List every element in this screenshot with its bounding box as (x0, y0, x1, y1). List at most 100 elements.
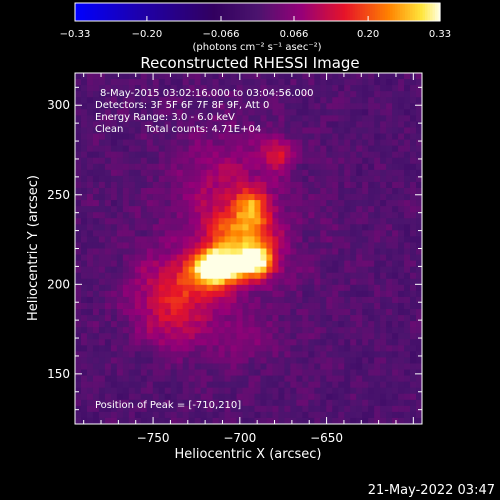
heatmap-cell (194, 200, 202, 207)
heatmap-cell (128, 139, 136, 147)
heatmap-cell (278, 97, 285, 104)
heatmap-cell (80, 85, 88, 92)
heatmap-cell (188, 405, 196, 413)
heatmap-cell (128, 157, 136, 165)
heatmap-cell (296, 309, 303, 316)
heatmap-cell (75, 327, 82, 334)
heatmap-cell (266, 145, 273, 153)
heatmap-cell (380, 133, 387, 141)
heatmap-cell (212, 187, 220, 195)
heatmap-cell (368, 157, 375, 165)
heatmap-cell (200, 103, 208, 110)
heatmap-cell (134, 127, 142, 135)
heatmap-cell (380, 369, 387, 377)
heatmap-cell (158, 375, 166, 383)
heatmap-cell (254, 387, 261, 395)
heatmap-cell (344, 115, 351, 122)
heatmap-cell (128, 284, 136, 292)
heatmap-cell (224, 375, 232, 383)
heatmap-cell (272, 224, 279, 231)
heatmap-cell (314, 387, 321, 395)
heatmap-cell (224, 381, 232, 389)
heatmap-cell (122, 339, 130, 346)
heatmap-cell (272, 278, 279, 286)
heatmap-cell (314, 363, 321, 371)
heatmap-cell (404, 357, 411, 364)
heatmap-cell (344, 175, 351, 183)
heatmap-cell (362, 375, 369, 383)
heatmap-cell (386, 194, 393, 201)
heatmap-cell (350, 327, 357, 334)
heatmap-cell (368, 351, 375, 358)
heatmap-cell (368, 405, 375, 413)
heatmap-cell (344, 290, 351, 298)
heatmap-cell (140, 333, 148, 340)
heatmap-cell (206, 169, 214, 177)
heatmap-cell (104, 236, 112, 243)
heatmap-cell (272, 79, 279, 86)
heatmap-cell (146, 417, 154, 425)
colorbar-cell (285, 3, 289, 21)
heatmap-cell (182, 375, 190, 383)
heatmap-cell (128, 181, 136, 189)
heatmap-cell (164, 187, 172, 195)
heatmap-cell (152, 157, 160, 165)
heatmap-cell (176, 321, 184, 328)
heatmap-cell (230, 187, 238, 195)
heatmap-cell (158, 405, 166, 413)
heatmap-cell (290, 399, 297, 407)
heatmap-cell (116, 375, 124, 383)
heatmap-cell (86, 321, 94, 328)
heatmap-cell (404, 333, 411, 340)
heatmap-cell (308, 321, 315, 328)
heatmap-cell (134, 333, 142, 340)
heatmap-cell (344, 417, 351, 425)
heatmap-cell (338, 151, 345, 159)
heatmap-cell (260, 139, 267, 147)
heatmap-cell (272, 369, 279, 377)
heatmap-cell (116, 181, 124, 189)
heatmap-cell (212, 309, 220, 316)
heatmap-cell (278, 278, 285, 286)
heatmap-cell (146, 91, 154, 98)
heatmap-cell (302, 206, 309, 213)
heatmap-cell (86, 411, 94, 419)
heatmap-cell (368, 115, 375, 122)
heatmap-cell (170, 224, 178, 231)
heatmap-cell (326, 381, 333, 389)
heatmap-cell (206, 121, 214, 128)
heatmap-cell (362, 163, 369, 171)
heatmap-cell (164, 351, 172, 358)
heatmap-cell (224, 242, 232, 249)
heatmap-cell (98, 206, 106, 213)
heatmap-cell (158, 345, 166, 352)
heatmap-cell (302, 103, 309, 110)
heatmap-cell (230, 79, 238, 86)
heatmap-cell (326, 417, 333, 425)
heatmap-cell (236, 175, 244, 183)
heatmap-cell (194, 351, 202, 358)
heatmap-cell (314, 224, 321, 231)
heatmap-cell (212, 206, 220, 213)
heatmap-cell (242, 187, 249, 195)
heatmap-cell (242, 200, 249, 207)
heatmap-cell (296, 103, 303, 110)
heatmap-cell (248, 405, 255, 413)
heatmap-cell (416, 236, 423, 243)
heatmap-cell (194, 393, 202, 401)
heatmap-cell (392, 296, 399, 304)
colorbar-tick-label: 0.33 (429, 29, 451, 40)
heatmap-cell (308, 145, 315, 153)
heatmap-cell (416, 97, 423, 104)
heatmap-cell (350, 212, 357, 219)
heatmap-cell (356, 200, 363, 207)
heatmap-cell (344, 387, 351, 395)
heatmap-cell (344, 236, 351, 243)
heatmap-cell (284, 381, 291, 389)
heatmap-cell (122, 315, 130, 322)
heatmap-cell (206, 284, 214, 292)
heatmap-cell (248, 296, 255, 304)
heatmap-cell (254, 91, 261, 98)
heatmap-cell (302, 97, 309, 104)
heatmap-cell (362, 405, 369, 413)
